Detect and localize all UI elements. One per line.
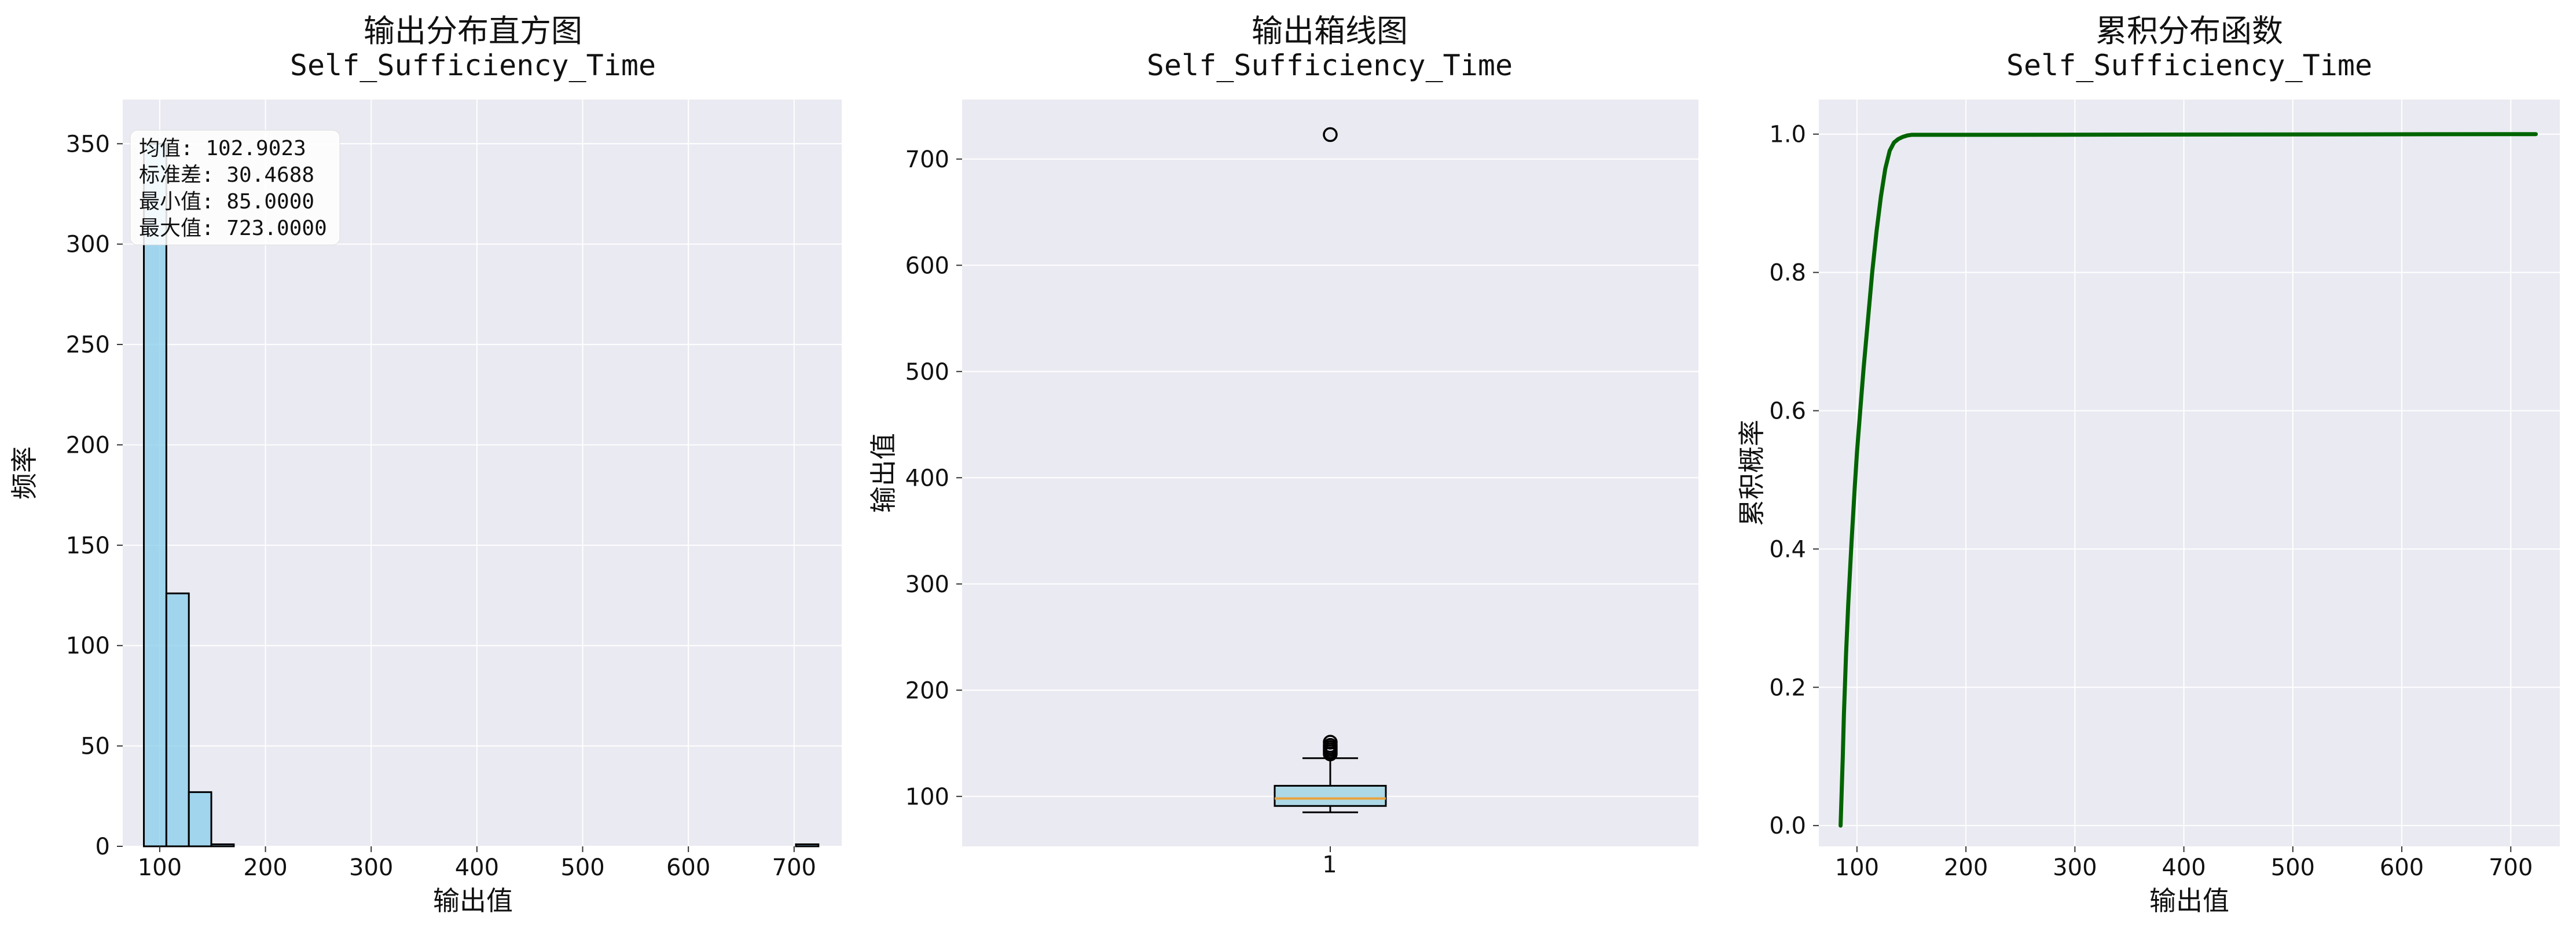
histogram-x-ticks: 100 200 300 400 500 600 700 — [138, 846, 816, 881]
boxplot-y-tick-label: 400 — [905, 465, 949, 491]
cdf-line-group — [1839, 132, 2538, 828]
histogram-y-tick-label: 50 — [80, 733, 110, 760]
stats-mean: 均值: 102.9023 — [139, 137, 306, 160]
boxplot-outlier — [1323, 127, 1338, 142]
boxplot-y-tick-label: 300 — [905, 571, 949, 598]
histogram-y-label: 频率 — [9, 446, 40, 500]
histogram-x-tick-label: 400 — [455, 854, 499, 881]
cdf-x-tick-label: 100 — [1835, 854, 1879, 881]
boxplot-y-tick-label: 500 — [905, 359, 949, 386]
histogram-y-tick-label: 300 — [66, 232, 110, 258]
boxplot-title: 输出箱线图 — [1252, 13, 1408, 49]
histogram-title: 输出分布直方图 — [364, 13, 582, 49]
cdf-y-tick-label: 0.6 — [1769, 398, 1806, 425]
histogram-y-tick-label: 150 — [66, 533, 110, 559]
histogram-bar — [795, 843, 820, 847]
histogram-y-tick-label: 350 — [66, 131, 110, 157]
boxplot-box-group — [1274, 127, 1387, 813]
boxplot-box — [1274, 784, 1387, 807]
histogram-bar — [188, 791, 212, 847]
cdf-line — [1839, 132, 2538, 828]
boxplot-y-label: 输出值 — [868, 433, 899, 513]
histogram-x-tick-label: 700 — [772, 854, 816, 881]
histogram-panel: 输出分布直方图 Self_Sufficiency_Time 100 200 300 4… — [9, 13, 842, 916]
histogram-bar — [143, 142, 167, 847]
histogram-x-tick-label: 500 — [560, 854, 604, 881]
histogram-bar — [210, 843, 235, 847]
histogram-x-tick-label: 300 — [349, 854, 393, 881]
cdf-x-tick-label: 700 — [2489, 854, 2533, 881]
stats-std: 标准差: 30.4688 — [139, 163, 314, 187]
histogram-x-tick-label: 200 — [243, 854, 287, 881]
cdf-subtitle: Self_Sufficiency_Time — [2006, 49, 2372, 82]
histogram-bar — [165, 592, 190, 847]
cdf-x-tick-label: 600 — [2380, 854, 2424, 881]
cdf-title: 累积分布函数 — [2096, 13, 2283, 49]
boxplot-category-tick: 1 — [1322, 852, 1337, 878]
boxplot-outlier — [1323, 735, 1338, 750]
stats-box: 均值: 102.9023 标准差: 30.4688 最小值: 85.0000 最… — [130, 130, 340, 245]
histogram-grid — [123, 100, 842, 847]
histogram-y-tick-label: 100 — [66, 633, 110, 659]
histogram-x-label: 输出值 — [433, 885, 513, 916]
boxplot-grid — [962, 158, 1698, 797]
histogram-y-tick-label: 0 — [96, 834, 110, 860]
stats-box-background — [130, 130, 340, 245]
boxplot-y-tick-label: 700 — [905, 146, 949, 173]
cdf-x-tick-label: 500 — [2271, 854, 2315, 881]
cdf-x-tick-label: 400 — [2162, 854, 2206, 881]
cdf-y-tick-label: 1.0 — [1769, 122, 1806, 148]
boxplot-panel: 输出箱线图 Self_Sufficiency_Time 100 200 300 400… — [868, 13, 1698, 878]
boxplot-y-tick-label: 600 — [905, 252, 949, 279]
boxplot-y-ticks: 100 200 300 400 500 600 700 — [905, 146, 1331, 852]
histogram-x-tick-label: 600 — [666, 854, 710, 881]
histogram-subtitle: Self_Sufficiency_Time — [290, 49, 656, 82]
cdf-y-tick-label: 0.8 — [1769, 260, 1806, 287]
cdf-y-tick-label: 0.4 — [1769, 536, 1806, 563]
boxplot-y-tick-label: 100 — [905, 784, 949, 810]
cdf-panel: 累积分布函数 Self_Sufficiency_Time 100 200 300 40… — [1736, 13, 2560, 916]
cdf-x-tick-label: 300 — [2053, 854, 2097, 881]
cdf-y-ticks: 0.0 0.2 0.4 0.6 0.8 1.0 — [1769, 122, 1819, 839]
cdf-y-tick-label: 0.2 — [1769, 674, 1806, 701]
cdf-x-ticks: 100 200 300 400 500 600 700 — [1835, 846, 2533, 881]
boxplot-y-tick-label: 200 — [905, 677, 949, 704]
cdf-x-tick-label: 200 — [1944, 854, 1988, 881]
cdf-y-label: 累积概率 — [1736, 420, 1767, 526]
histogram-y-ticks: 0 50 100 150 200 250 300 350 — [66, 131, 123, 860]
boxplot-plot-area — [962, 100, 1698, 846]
cdf-plot-area — [1819, 100, 2560, 846]
stats-max: 最大值: 723.0000 — [139, 217, 327, 240]
histogram-y-tick-label: 200 — [66, 432, 110, 458]
cdf-y-tick-label: 0.0 — [1769, 813, 1806, 839]
boxplot-subtitle: Self_Sufficiency_Time — [1147, 49, 1513, 82]
histogram-x-tick-label: 100 — [138, 854, 182, 881]
stats-min: 最小值: 85.0000 — [139, 190, 314, 214]
cdf-x-label: 输出值 — [2149, 885, 2229, 916]
histogram-y-tick-label: 250 — [66, 332, 110, 358]
